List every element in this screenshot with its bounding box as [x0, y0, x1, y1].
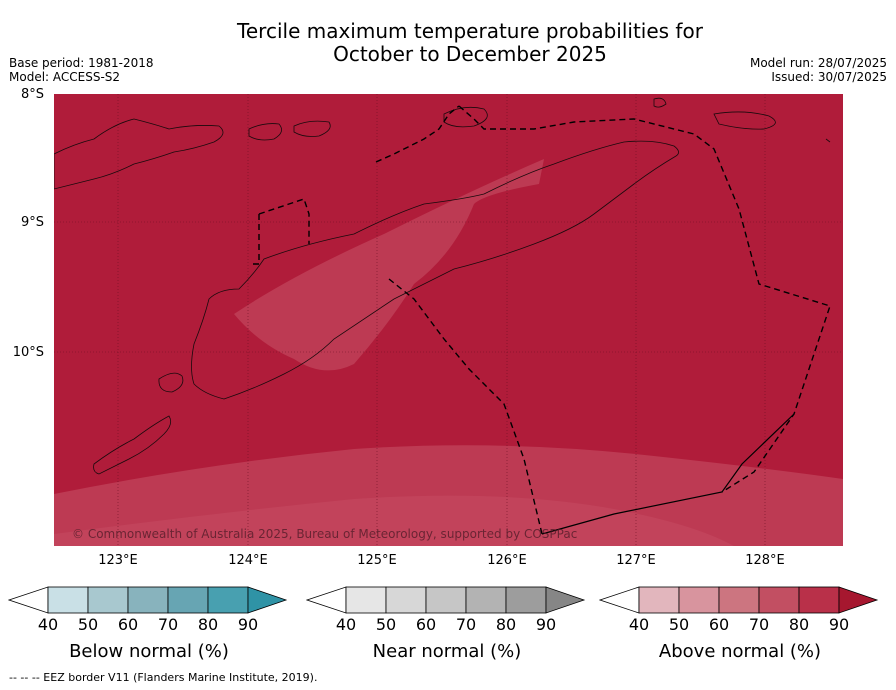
meta-left: Base period: 1981-2018 Model: ACCESS-S2 [9, 56, 154, 84]
colorbar-segment [87, 586, 129, 614]
colorbar-tick-label: 60 [708, 615, 730, 634]
colorbar-extend-low [306, 586, 347, 614]
copyright-notice: © Commonwealth of Australia 2025, Bureau… [72, 527, 578, 541]
lon-label-123e: 123°E [98, 553, 138, 568]
below-normal-colorbar [8, 586, 290, 616]
above-normal-colorbar [599, 586, 881, 616]
colorbar-extend-low [8, 586, 49, 614]
colorbar-tick-label: 40 [37, 615, 59, 634]
colorbar-tick-label: 80 [495, 615, 517, 634]
colorbar-segment [465, 586, 507, 614]
issued-date: Issued: 30/07/2025 [771, 70, 887, 84]
colorbar-segment [167, 586, 209, 614]
colorbar-tick-label: 50 [668, 615, 690, 634]
colorbar-tick-label: 90 [828, 615, 850, 634]
colorbar-tick-label: 50 [375, 615, 397, 634]
colorbar-segment [207, 586, 249, 614]
probability-band-80 [234, 159, 544, 371]
colorbar-tick-label: 50 [77, 615, 99, 634]
colorbar-extend-high [838, 586, 879, 614]
colorbar-segment [345, 586, 387, 614]
eez-solid-border [541, 413, 795, 535]
near-normal-title: Near normal (%) [372, 641, 522, 662]
colorbar-tick-label: 80 [197, 615, 219, 634]
colorbar-segment [678, 586, 720, 614]
map-svg [54, 94, 843, 546]
colorbar-segment [638, 586, 680, 614]
lon-label-126e: 126°E [487, 553, 527, 568]
title-line-2: October to December 2025 [333, 42, 607, 66]
colorbar-segment [758, 586, 800, 614]
colorbar-tick-label: 70 [157, 615, 179, 634]
lat-label-9s: 9°S [20, 215, 44, 230]
colorbar-tick-label: 90 [237, 615, 259, 634]
below-normal-title: Below normal (%) [69, 641, 229, 662]
title-line-1: Tercile maximum temperature probabilitie… [237, 19, 703, 43]
map-title: Tercile maximum temperature probabilitie… [180, 20, 760, 66]
probability-band-south-inner [54, 495, 734, 546]
colorbar-segment [505, 586, 547, 614]
model-name: Model: ACCESS-S2 [9, 70, 121, 84]
colorbar-tick-label: 60 [117, 615, 139, 634]
colorbar-tick-label: 70 [455, 615, 477, 634]
colorbar-segment [798, 586, 840, 614]
colorbar-segment [425, 586, 467, 614]
colorbar-extend-low [599, 586, 640, 614]
colorbar-extend-high [545, 586, 586, 614]
colorbar-tick-label: 40 [628, 615, 650, 634]
colorbar-segment [385, 586, 427, 614]
meta-right: Model run: 28/07/2025 Issued: 30/07/2025 [750, 56, 887, 84]
lon-label-124e: 124°E [228, 553, 268, 568]
model-run: Model run: 28/07/2025 [749, 56, 887, 70]
lat-label-10s: 10°S [12, 345, 44, 360]
base-period: Base period: 1981-2018 [9, 56, 154, 70]
colorbar-tick-label: 60 [415, 615, 437, 634]
graticule [54, 94, 843, 546]
colorbar-segment [718, 586, 760, 614]
lon-label-127e: 127°E [616, 553, 656, 568]
lon-label-128e: 128°E [745, 553, 785, 568]
colorbar-tick-label: 40 [335, 615, 357, 634]
colorbar-segment [47, 586, 89, 614]
colorbar-segment [127, 586, 169, 614]
near-normal-colorbar [306, 586, 588, 616]
colorbar-tick-label: 90 [535, 615, 557, 634]
eez-footnote: -- -- -- EEZ border V11 (Flanders Marine… [9, 671, 318, 684]
above-normal-title: Above normal (%) [658, 641, 822, 662]
coastlines [54, 97, 831, 475]
eez-border [252, 105, 831, 535]
colorbar-extend-high [247, 586, 288, 614]
lon-label-125e: 125°E [357, 553, 397, 568]
colorbar-tick-label: 80 [788, 615, 810, 634]
map-panel[interactable] [54, 94, 843, 546]
lat-label-8s: 8°S [20, 87, 44, 102]
colorbar-tick-label: 70 [748, 615, 770, 634]
